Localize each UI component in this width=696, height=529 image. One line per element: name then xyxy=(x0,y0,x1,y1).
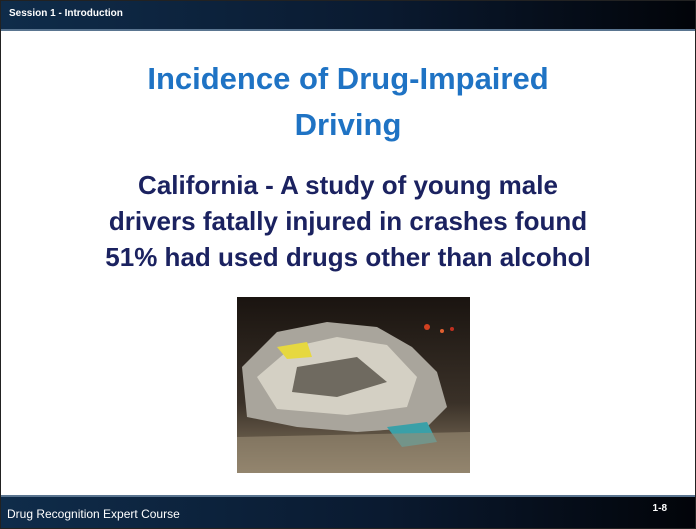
crash-photo xyxy=(237,297,470,473)
course-label: Drug Recognition Expert Course xyxy=(7,507,180,521)
title-line: Incidence of Drug-Impaired xyxy=(147,61,549,96)
body-text: California - A study of young male drive… xyxy=(1,167,695,275)
body-line: drivers fatally injured in crashes found xyxy=(108,206,588,236)
footer-bar: Drug Recognition Expert Course 1-8 xyxy=(1,495,695,528)
body-line: 51% had used drugs other than alcohol xyxy=(105,242,591,272)
title-line: Driving xyxy=(294,107,402,142)
title: Incidence of Drug-Impaired Driving xyxy=(1,56,695,148)
session-label: Session 1 - Introduction xyxy=(9,8,123,19)
header-bar: Session 1 - Introduction xyxy=(1,1,695,31)
slide-number: 1-8 xyxy=(652,503,667,514)
body-line: California - A study of young male xyxy=(138,170,558,200)
